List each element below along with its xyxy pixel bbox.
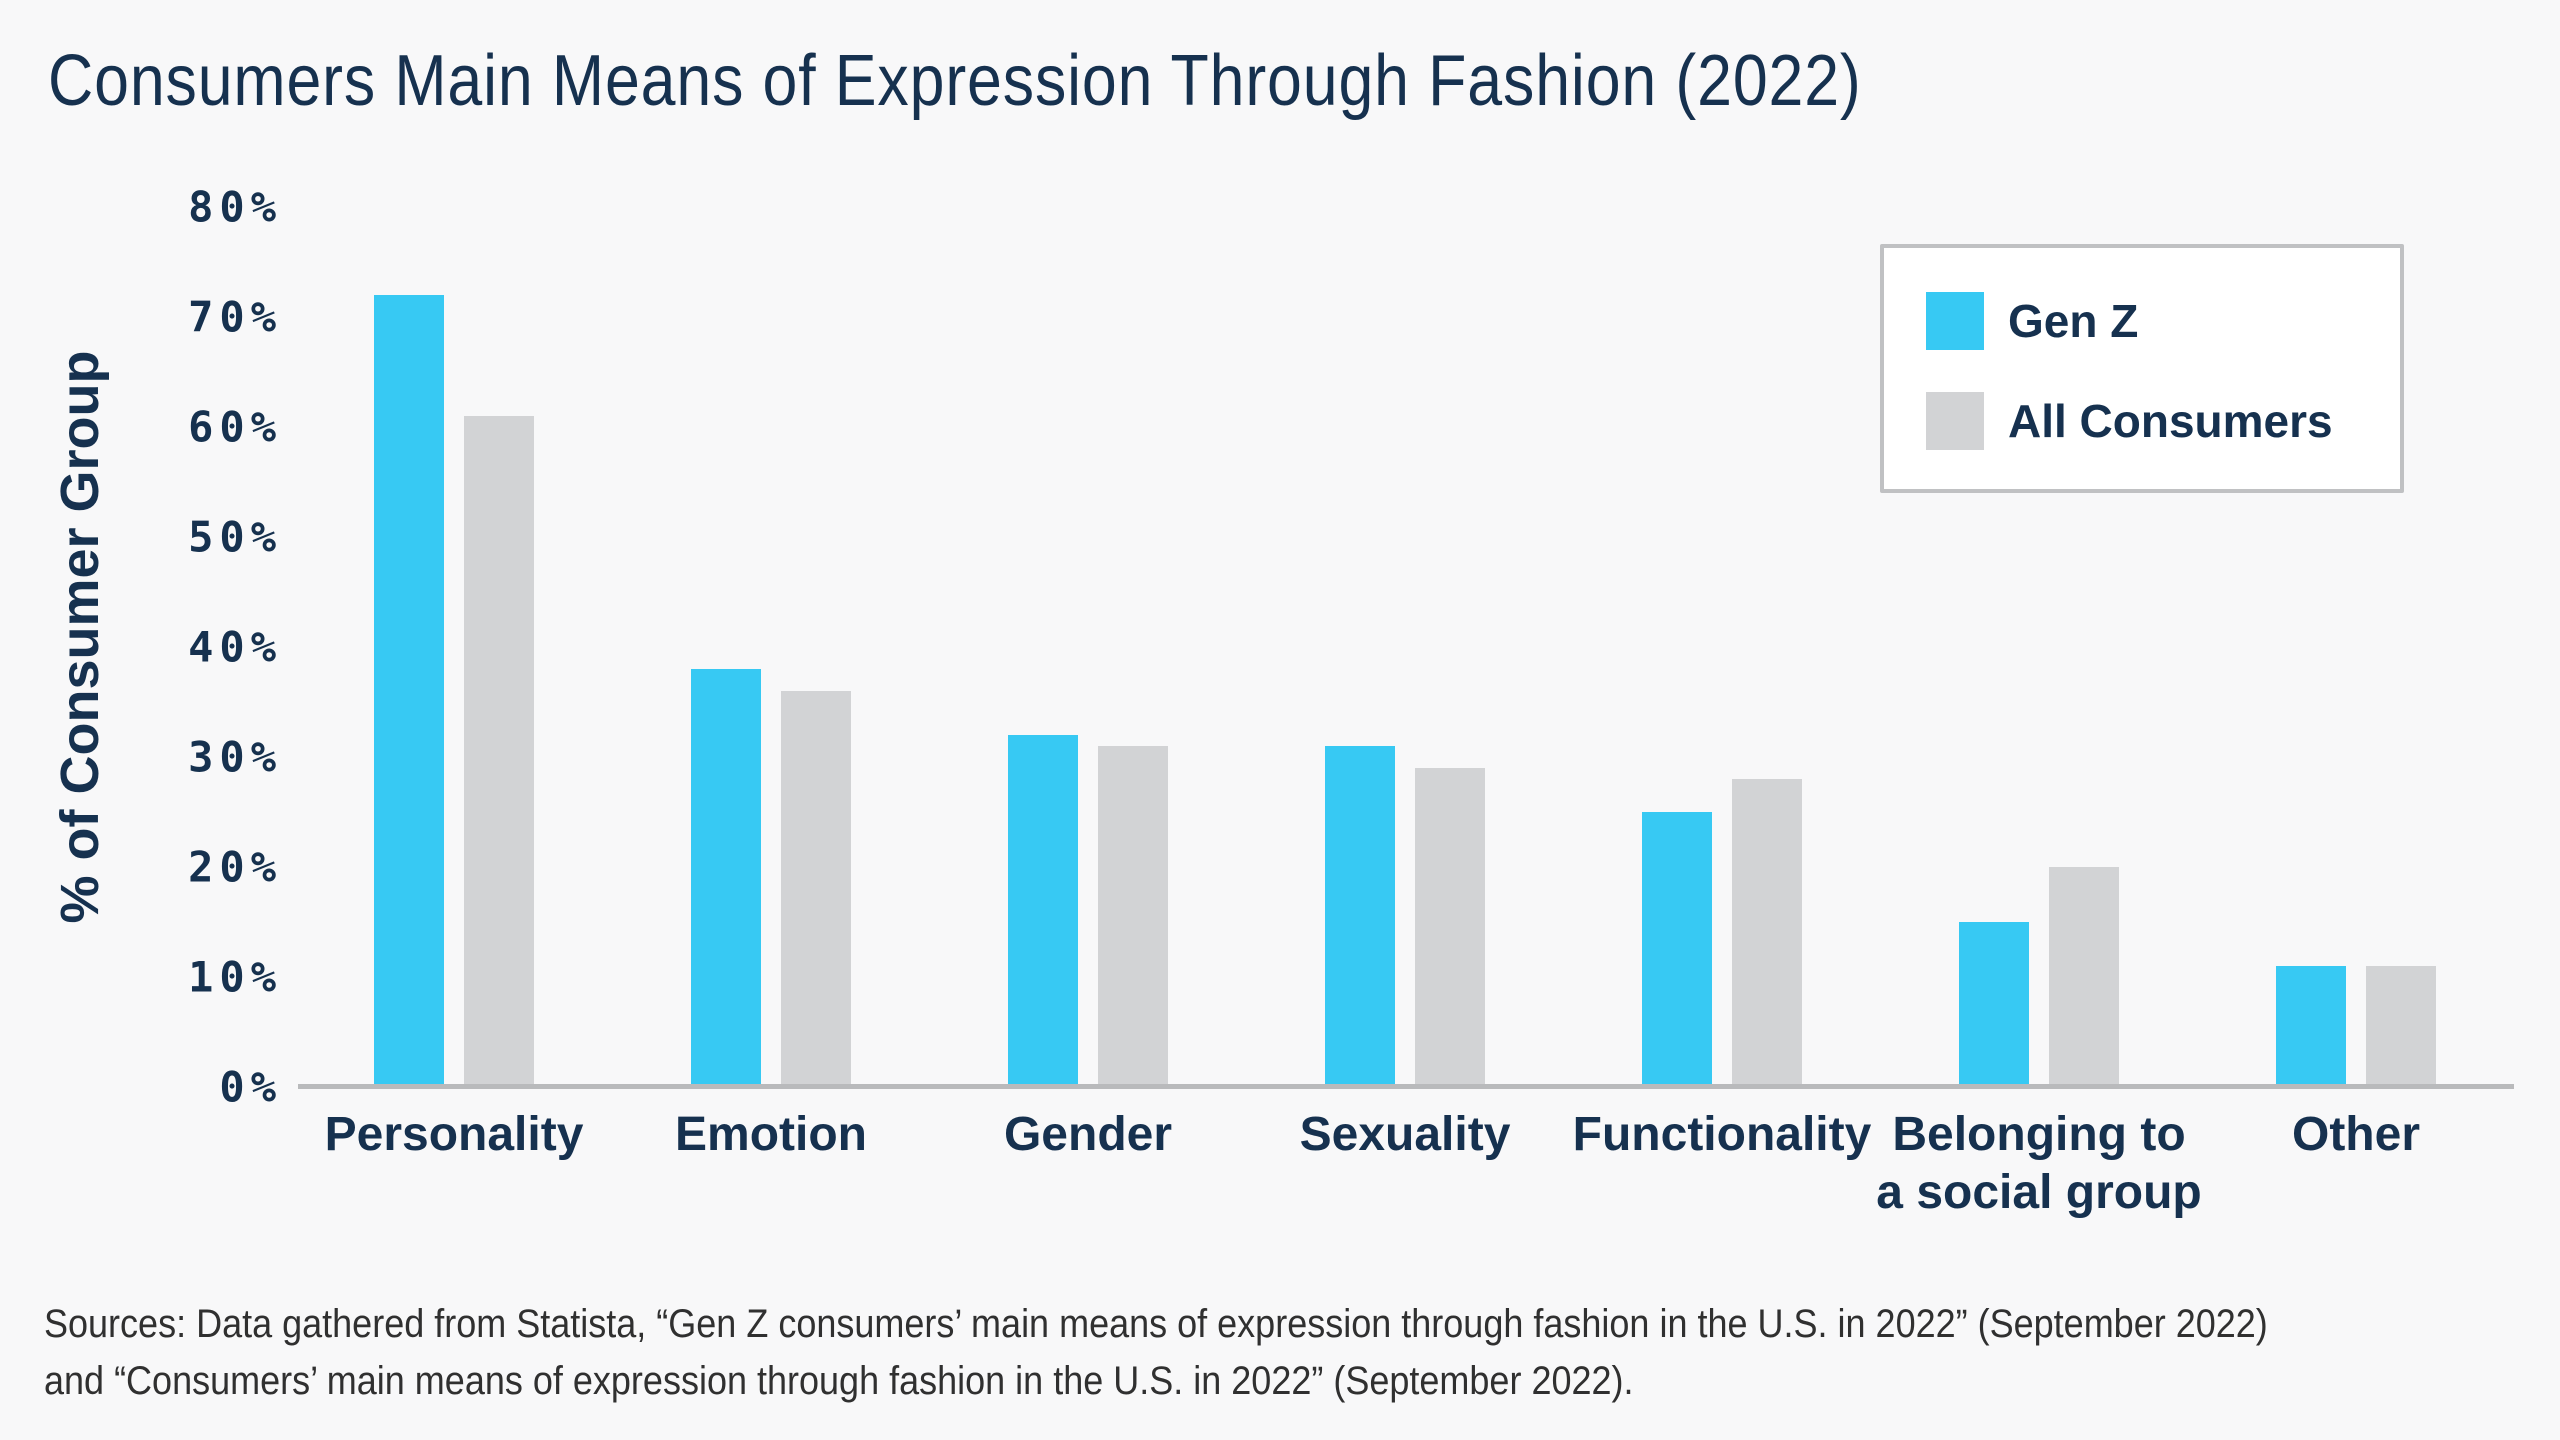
y-tick-label-50: 50% bbox=[188, 512, 282, 562]
bar-all-consumers-other bbox=[2366, 966, 2436, 1087]
bar-gen-z-belonging-to-a-social-group bbox=[1959, 922, 2029, 1087]
sources-line-1: Sources: Data gathered from Statista, “G… bbox=[44, 1302, 2268, 1346]
bar-all-consumers-emotion bbox=[781, 691, 851, 1087]
bar-all-consumers-personality bbox=[464, 416, 534, 1087]
legend-swatch-gen-z bbox=[1926, 292, 1984, 350]
category-label-personality: Personality bbox=[324, 1108, 584, 1161]
y-tick-label-40: 40% bbox=[188, 622, 282, 672]
x-axis-baseline bbox=[298, 1084, 2514, 1089]
y-tick-label-0: 0% bbox=[219, 1062, 282, 1112]
category-label-other: Other bbox=[2291, 1108, 2420, 1161]
category-label-functionality: Functionality bbox=[1572, 1108, 1872, 1161]
legend-label-gen-z: Gen Z bbox=[2008, 295, 2139, 347]
page-title: Consumers Main Means of Expression Throu… bbox=[48, 41, 1862, 121]
bar-gen-z-gender bbox=[1008, 735, 1078, 1087]
y-tick-label-20: 20% bbox=[188, 842, 282, 892]
sources-line-2: and “Consumers’ main means of expression… bbox=[44, 1359, 1634, 1403]
bar-all-consumers-gender bbox=[1098, 746, 1168, 1087]
y-tick-label-10: 10% bbox=[188, 952, 282, 1002]
category-label-sexuality: Sexuality bbox=[1299, 1108, 1511, 1161]
sources-note: Sources: Data gathered from Statista, “G… bbox=[44, 1296, 2268, 1410]
bar-gen-z-personality bbox=[374, 295, 444, 1087]
bar-all-consumers-sexuality bbox=[1415, 768, 1485, 1087]
category-label-belonging-to-a-social-group: Belonging to a social group bbox=[1876, 1108, 2202, 1219]
y-tick-label-60: 60% bbox=[188, 402, 282, 452]
bar-gen-z-functionality bbox=[1642, 812, 1712, 1087]
bar-gen-z-other bbox=[2276, 966, 2346, 1087]
legend-swatch-all-consumers bbox=[1926, 392, 1984, 450]
bar-gen-z-sexuality bbox=[1325, 746, 1395, 1087]
y-tick-label-80: 80% bbox=[188, 182, 282, 232]
legend-label-all-consumers: All Consumers bbox=[2008, 395, 2333, 447]
legend-box: Gen Z All Consumers bbox=[1880, 244, 2404, 493]
category-label-emotion: Emotion bbox=[675, 1108, 867, 1161]
y-tick-label-30: 30% bbox=[188, 732, 282, 782]
y-tick-label-70: 70% bbox=[188, 292, 282, 342]
bar-all-consumers-belonging-to-a-social-group bbox=[2049, 867, 2119, 1087]
bar-gen-z-emotion bbox=[691, 669, 761, 1087]
category-label-gender: Gender bbox=[1003, 1108, 1173, 1161]
bar-all-consumers-functionality bbox=[1732, 779, 1802, 1087]
